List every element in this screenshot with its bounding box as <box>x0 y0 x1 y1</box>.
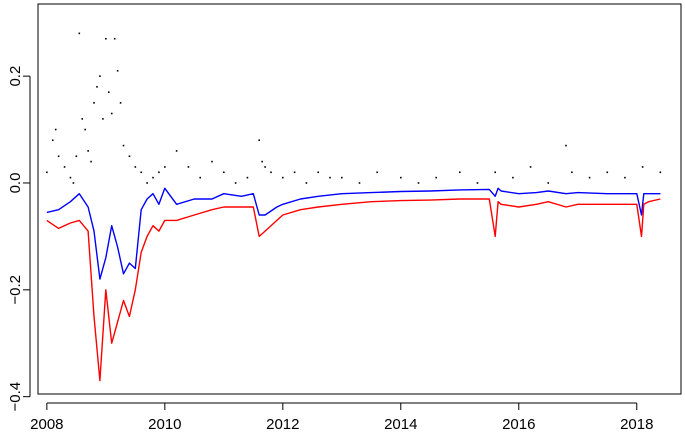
data-point <box>116 69 119 72</box>
data-point <box>606 171 609 174</box>
data-point <box>63 166 66 168</box>
data-point <box>102 118 104 120</box>
data-point <box>565 144 567 147</box>
data-point <box>81 118 84 120</box>
data-point <box>494 171 496 174</box>
data-point <box>399 176 402 179</box>
data-point <box>105 37 107 40</box>
data-point <box>376 171 378 174</box>
y-tick-label: 0.2 <box>7 66 24 87</box>
data-point <box>258 139 261 142</box>
data-point <box>571 171 573 174</box>
x-tick-label: 2012 <box>266 416 299 433</box>
series-line-1 <box>46 187 661 280</box>
data-point <box>199 176 202 179</box>
data-point <box>78 32 81 35</box>
data-point <box>624 176 626 179</box>
series-points <box>46 32 662 184</box>
x-tick-label: 2008 <box>30 416 63 433</box>
data-point <box>358 182 361 184</box>
data-point <box>134 166 137 168</box>
data-point <box>46 171 48 174</box>
data-point <box>305 182 308 184</box>
data-point <box>158 171 160 174</box>
data-point <box>659 171 662 174</box>
x-tick-label: 2016 <box>502 416 535 433</box>
data-point <box>75 155 78 158</box>
data-point <box>119 102 122 104</box>
data-point <box>588 176 591 179</box>
data-point <box>146 182 148 184</box>
data-point <box>417 182 420 184</box>
data-point <box>282 176 284 179</box>
data-point <box>122 144 125 147</box>
data-point <box>211 160 213 163</box>
data-point <box>329 176 331 179</box>
axes: 2008 2010 2012 2014 2016 2018 −0.4 −0.2 0.0 0.2 <box>7 66 653 433</box>
data-point <box>547 182 550 184</box>
data-point <box>458 171 461 174</box>
data-point <box>270 171 272 174</box>
data-point <box>110 112 113 115</box>
data-point <box>293 171 296 174</box>
data-point <box>54 128 57 131</box>
data-point <box>128 155 131 158</box>
data-point <box>69 176 72 179</box>
data-point <box>246 176 249 179</box>
data-point <box>87 150 89 152</box>
x-tick-label: 2010 <box>148 416 181 433</box>
series-line-2 <box>46 198 661 382</box>
y-tick-label: 0.0 <box>7 173 24 194</box>
y-tick-label: −0.2 <box>7 275 24 305</box>
data-point <box>175 150 178 152</box>
data-point <box>84 128 86 131</box>
plot-border <box>37 3 682 395</box>
data-point <box>57 155 60 158</box>
data-point <box>264 166 266 168</box>
data-point <box>317 171 320 174</box>
data-point <box>223 171 225 174</box>
data-point <box>51 139 54 142</box>
data-point <box>113 37 116 40</box>
data-point <box>164 166 166 168</box>
data-point <box>187 166 190 168</box>
data-point <box>261 160 263 163</box>
x-tick-label: 2018 <box>620 416 653 433</box>
data-point <box>140 171 143 174</box>
series-layer <box>46 32 662 382</box>
data-point <box>152 176 154 179</box>
data-point <box>641 166 644 168</box>
data-point <box>90 160 92 163</box>
plot-frame <box>37 3 682 395</box>
data-point <box>512 176 514 179</box>
data-point <box>99 75 101 77</box>
data-point <box>93 102 95 104</box>
data-point <box>107 91 110 93</box>
y-tick-label: −0.4 <box>7 382 24 412</box>
x-tick-label: 2014 <box>384 416 417 433</box>
data-point <box>234 182 237 184</box>
data-point <box>476 182 479 184</box>
data-point <box>96 86 98 88</box>
data-point <box>529 166 532 168</box>
data-point <box>341 176 343 179</box>
data-point <box>72 182 75 184</box>
data-point <box>435 176 437 179</box>
